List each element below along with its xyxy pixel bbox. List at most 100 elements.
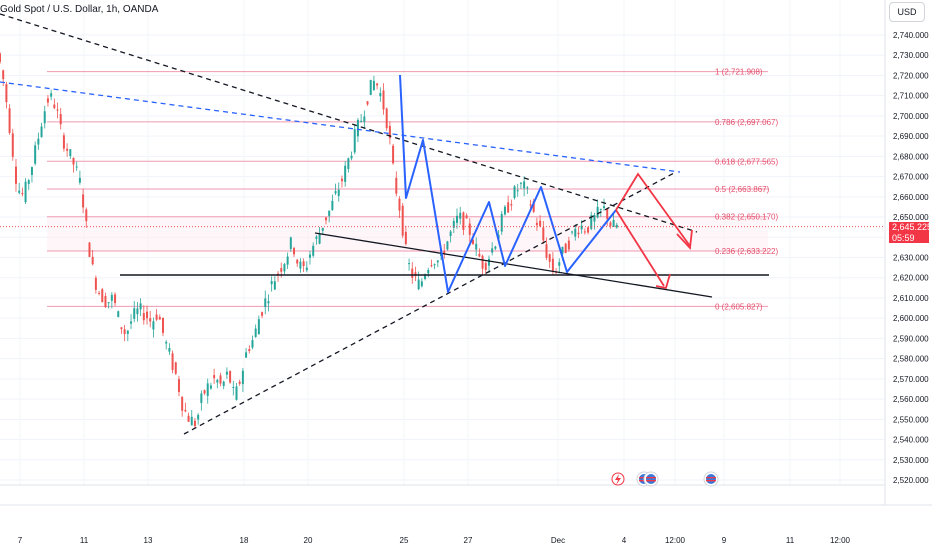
candle-body [340,178,343,182]
time-tick-label: 18 [240,536,249,545]
candle-body [184,409,187,412]
candle-body [571,231,574,233]
candle-body [337,189,340,196]
candle-body [34,145,37,164]
candle-body [433,264,436,266]
candle-body [481,255,484,269]
candle-body [107,302,110,304]
price-tick-label: 2,560.000 [893,395,929,404]
candle-body [46,98,49,103]
candle-body [123,329,126,334]
candle-body [484,262,487,270]
price-axis[interactable]: 2,520.000 2,530.000 2,540.000 2,550.000 2,56… [884,0,929,505]
candle-body [56,109,59,111]
drawing-tools[interactable] [0,13,885,435]
candle-body [101,289,104,303]
candle-body [353,129,356,153]
candle-body [510,204,513,206]
candle-body [222,381,225,387]
candle-body [420,281,423,287]
candle-body [503,206,506,215]
candle-body [516,190,519,192]
candle-body [155,314,158,320]
candle-body [235,386,238,400]
candle-body [344,165,347,182]
candle-body [312,245,315,256]
candle-body [181,396,184,411]
us-event-icon[interactable] [703,471,719,487]
candle-body [599,208,602,210]
candle-body [459,212,462,219]
candle-body [72,158,75,165]
red-projection-path [615,209,665,287]
candle-body [177,379,180,393]
candle-body [5,84,8,103]
economic-events[interactable] [611,471,719,487]
candle-body [280,268,283,272]
time-axis[interactable]: 7 11 13 18 20 25 27 Dec 4 12:00 9 11 12:00 [0,484,932,545]
price-tick-label: 2,570.000 [893,375,929,384]
candle-body [427,269,430,274]
candle-body [535,222,538,226]
candle-body [539,220,542,227]
candle-body [229,371,232,383]
candle-body [104,295,107,308]
candle-body [264,298,267,308]
price-tick-label: 2,730.000 [893,51,929,60]
candle-body [11,133,14,157]
red-projection-arrowhead [655,273,671,290]
price-tick-label: 2,520.000 [893,476,929,485]
fib-zone [47,216,768,251]
us-event-icon[interactable] [643,471,659,487]
candle-body [369,79,372,95]
candle-body [523,181,526,189]
time-tick-label: 4 [622,536,627,545]
candle-body [299,261,302,269]
candle-body [69,149,72,157]
time-tick-label: 25 [400,536,409,545]
candle-body [171,353,174,370]
candle-body [273,281,276,290]
candle-body [417,279,420,290]
candle-body [130,321,133,324]
currency-button[interactable]: USD [889,2,925,22]
candle-body [519,182,522,184]
dividend-event-icon[interactable] [611,472,625,486]
candle-body [277,273,280,275]
candle-body [392,145,395,164]
candle-body [213,375,216,379]
candle-body [168,347,171,352]
candle-body [37,138,40,145]
candle-body [491,248,494,253]
price-tick-label: 2,670.000 [893,173,929,182]
price-tick-label: 2,600.000 [893,314,929,323]
time-tick-label: 13 [144,536,153,545]
candle-body [532,201,535,212]
candle-body [165,341,168,344]
candle-body [136,308,139,315]
event-flag-stripe [646,477,656,479]
candle-body [324,217,327,221]
fib-level-label: 0.5 (2,663.867) [715,185,770,194]
candle-body [293,248,296,255]
candle-body [27,180,30,184]
candle-body [558,262,561,266]
candle-body [606,208,609,219]
event-flag-bg [646,474,656,484]
candle-body [331,200,334,211]
price-tick-label: 2,660.000 [893,193,929,202]
candle-body [286,256,289,265]
candle-body [388,125,391,139]
candle-body [356,119,359,137]
candle-body [596,206,599,218]
candle-body [507,202,510,213]
candle-body [465,215,468,219]
candle-body [475,243,478,250]
candle-body [2,70,5,79]
time-tick-label: 12:00 [830,536,851,545]
price-tick-label: 2,550.000 [893,415,929,424]
event-flag-stripe [646,480,656,482]
candle-body [158,316,161,320]
fibonacci-retracement[interactable]: 1 (2,721.908) 0.786 (2,697.067) 0.618 (2,6… [47,68,778,312]
